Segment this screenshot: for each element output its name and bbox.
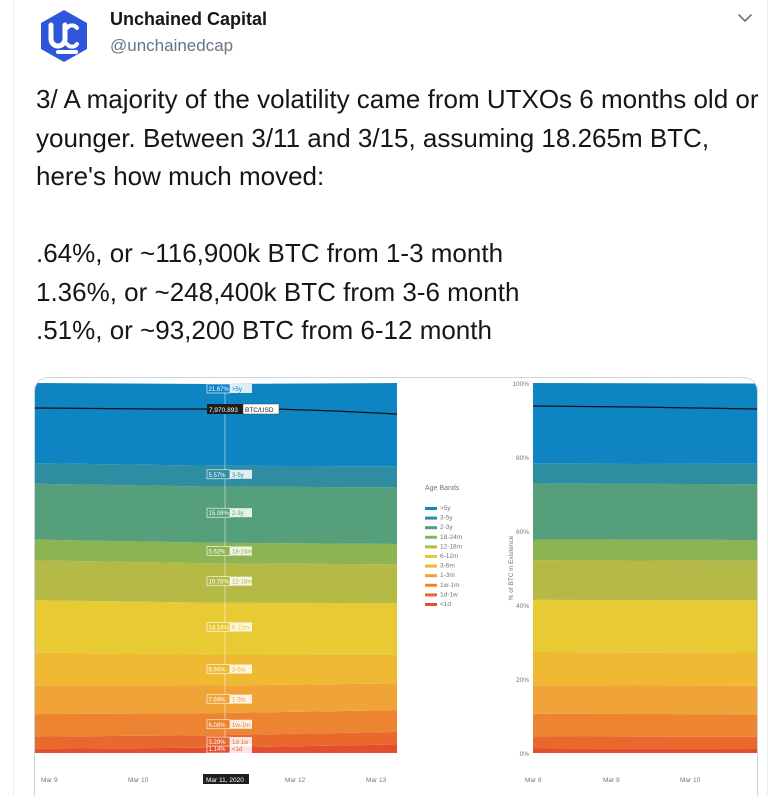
cursor-label-band-bg (230, 744, 252, 753)
cursor-label-band: 3-5y (232, 473, 244, 479)
cursor-label-value: 1.14% (209, 747, 227, 753)
legend-swatch (425, 545, 437, 549)
cursor-label-band-bg (230, 719, 252, 729)
legend-swatch (425, 564, 437, 568)
author-handle[interactable]: @unchainedcap (110, 36, 234, 55)
x-tick-label: Mar 10 (680, 777, 701, 784)
price-tag (207, 403, 280, 415)
timeline-border-left (13, 0, 14, 795)
area-band-right (533, 483, 757, 541)
legend-swatch (425, 535, 437, 539)
legend-title: Age Bands (425, 485, 460, 492)
legend-swatch (425, 574, 437, 578)
legend-item-label: 18-24m (440, 534, 462, 541)
area-band-right (533, 748, 757, 754)
area-band-right (533, 383, 757, 464)
y-axis-label: % of BTC in Existence (508, 535, 515, 600)
y-tick-label: 60% (516, 529, 529, 536)
cursor-label-band: 12-18m (232, 580, 252, 586)
legend-swatch (425, 603, 437, 606)
cursor-label-value: 10.78% (209, 580, 230, 586)
price-tag-name: BTC/USD (245, 407, 274, 414)
cursor-label-band-bg (230, 664, 252, 674)
area-band-right (533, 685, 757, 715)
cursor-label-band-bg (230, 622, 252, 632)
area-band-right (533, 463, 757, 485)
legend-item-label: <1d (440, 601, 451, 608)
cursor-label-band-bg (230, 694, 252, 704)
legend-item-label: 1d-1w (440, 591, 458, 598)
cursor-label-band: >5y (232, 387, 242, 393)
legend-item-label: 1-3m (440, 572, 455, 579)
legend-swatch (425, 555, 437, 558)
cursor-label-band: 6-12m (232, 625, 249, 631)
y-tick-label: 40% (516, 603, 529, 610)
area-band-x5y (35, 383, 397, 467)
cursor-label-band: 1w-1m (232, 723, 250, 729)
price-tag-value-bg (207, 404, 243, 414)
right-x-axis-bg (533, 753, 757, 796)
cursor-label-value: 8.94% (209, 668, 227, 674)
legend-swatch (425, 526, 437, 530)
y-tick-label: 100% (512, 381, 529, 388)
legend-item-label: 1w-1m (440, 582, 460, 589)
y-tick-label: 80% (516, 455, 529, 462)
legend-swatch (425, 593, 437, 597)
cursor-label-band-bg (230, 469, 252, 479)
x-tick-label: Mar 9 (603, 777, 620, 784)
cursor-label-band: 1d-1w (232, 740, 249, 746)
x-tick-label: Mar 12 (285, 777, 306, 784)
legend-item-label: >5y (440, 505, 451, 512)
cursor-label-value: 14.14% (209, 625, 230, 631)
legend-swatch (425, 516, 437, 520)
legend-swatch (425, 507, 437, 510)
price-tag-value: 7,970.893 (209, 407, 238, 414)
legend-swatch (425, 583, 437, 587)
area-band-right (533, 539, 757, 561)
btc-usd-price-line-right (532, 405, 757, 410)
cursor-label-value: 5.62% (209, 550, 227, 556)
area-band-right (533, 599, 757, 653)
legend-item-label: 3-5y (440, 515, 453, 522)
cursor-label-value: 7.69% (209, 698, 227, 704)
legend-item-label: 2-3y (440, 524, 453, 531)
x-tick-label: Mar 11, 2020 (206, 777, 244, 784)
legend-item-label: 6-12m (440, 553, 458, 560)
tweet-media-image[interactable]: 7,970.893 BTC/USD 1.14% <1d 3.29% 1d-1w 6.08% 1… (34, 377, 758, 796)
cursor-label-band: <1d (232, 747, 242, 753)
legend-item-label: 3-6m (440, 563, 455, 570)
price-tag-name-bg (242, 403, 280, 415)
x-tick-label: Mar 10 (128, 777, 149, 784)
y-tick-label: 0% (520, 751, 530, 758)
unchained-logo-icon[interactable] (36, 8, 92, 64)
y-tick-label: 20% (516, 677, 529, 684)
tweet-text: 3/ A majority of the volatility came fro… (36, 84, 759, 345)
x-tick-label: Mar 13 (366, 777, 387, 784)
cursor-label-band-bg (230, 576, 252, 586)
cursor-label-band-bg (230, 546, 252, 556)
area-band-right (533, 736, 757, 750)
area-band-right (533, 651, 757, 686)
cursor-label-band: 1-3m (232, 698, 246, 704)
legend-item-label: 12-18m (440, 543, 462, 550)
area-band-right (533, 560, 757, 601)
cursor-label-band: 18-24m (232, 550, 252, 556)
cursor-label-value: 21.67% (209, 387, 230, 393)
cursor-label-band: 3-6m (232, 668, 246, 674)
cursor-label-value: 15.08% (209, 511, 230, 517)
x-tick-label: Mar 8 (525, 777, 542, 784)
x-tick-highlight-bg (203, 774, 249, 784)
cursor-label-band-bg (230, 508, 252, 518)
cursor-label-band-bg (230, 384, 252, 393)
cursor-label-band-bg (230, 737, 252, 747)
cursor-label-band: 2-3y (232, 511, 244, 517)
cursor-label-value: 5.57% (209, 473, 227, 479)
cursor-label-value: 3.29% (209, 740, 227, 746)
cursor-label-value: 6.08% (209, 723, 227, 729)
chevron-down-icon[interactable] (735, 10, 755, 26)
age-bands-charts: 7,970.893 BTC/USD 1.14% <1d 3.29% 1d-1w 6.08% 1… (35, 381, 757, 796)
author-name[interactable]: Unchained Capital (110, 9, 268, 29)
area-band-right (533, 713, 757, 737)
x-tick-label: Mar 9 (41, 777, 58, 784)
